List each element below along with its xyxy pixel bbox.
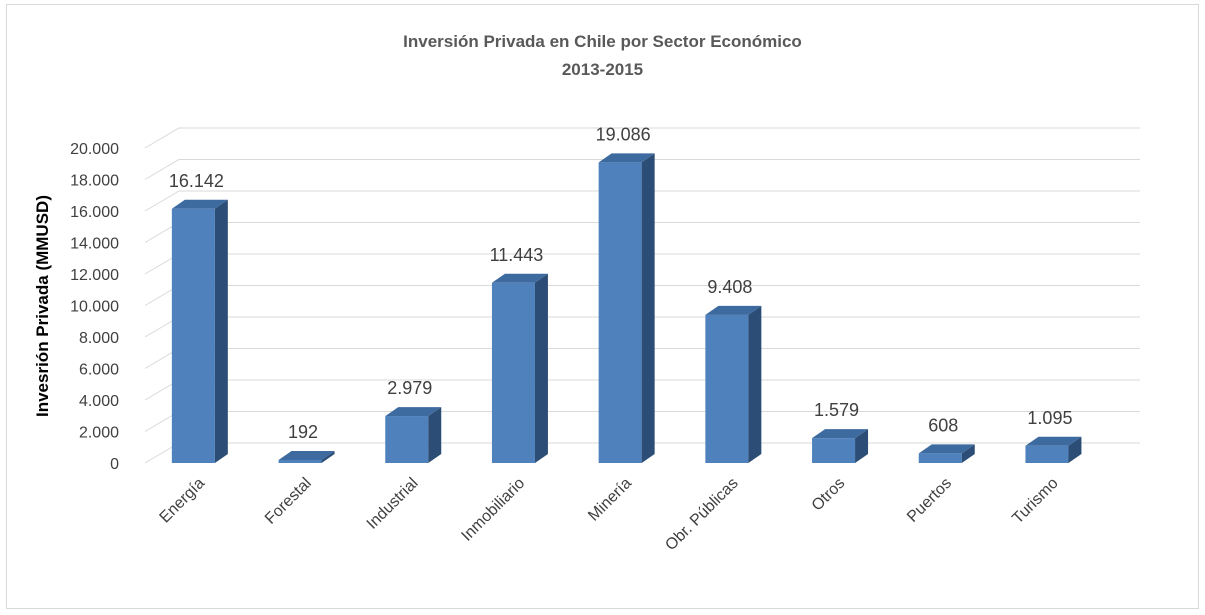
y-tick-label: 14.000 <box>70 236 119 253</box>
bar-front <box>598 162 642 463</box>
bar-side <box>961 444 975 463</box>
bar-top <box>705 305 762 315</box>
bars <box>171 153 1082 464</box>
bar-industrial <box>385 407 442 463</box>
y-tick-label: 2.000 <box>79 425 119 442</box>
data-label: 192 <box>288 422 318 442</box>
bar-forestal <box>278 450 335 463</box>
bar-top <box>278 450 335 460</box>
data-label: 16.142 <box>169 171 224 191</box>
bar-front <box>171 208 215 463</box>
x-category-label: Puertos <box>904 475 955 526</box>
bar-front <box>1025 445 1069 463</box>
bar-obr-p-blicas <box>705 305 762 463</box>
bar-front <box>385 416 429 463</box>
x-category-label: Minería <box>585 475 635 525</box>
bar-side <box>641 153 655 463</box>
x-category-label: Forestal <box>262 475 315 528</box>
bar-puertos <box>918 444 975 463</box>
x-category-label: Turismo <box>1009 475 1062 528</box>
x-category-label: Obr. Públicas <box>662 475 741 554</box>
y-tick-label: 4.000 <box>79 393 119 410</box>
gridline <box>144 190 1140 212</box>
y-tick-label: 18.000 <box>70 173 119 190</box>
x-category-label: Inmobiliario <box>458 475 528 545</box>
y-tick-label: 0 <box>110 456 119 473</box>
y-tick-label: 8.000 <box>79 330 119 347</box>
y-tick-label: 10.000 <box>70 299 119 316</box>
bar-front <box>918 453 962 463</box>
bar-side <box>855 429 869 463</box>
data-label: 11.443 <box>490 245 544 265</box>
gridline <box>144 159 1140 180</box>
y-tick-label: 6.000 <box>79 362 119 379</box>
bar-front <box>278 459 322 463</box>
bar-miner-a <box>598 153 655 463</box>
bar-front <box>705 314 749 463</box>
data-label: 1.579 <box>814 400 859 420</box>
data-labels: 16.142 192 2.979 11.443 19.086 9.408 1.579 608 1… <box>169 124 1073 442</box>
bar-top <box>598 153 655 163</box>
bar-energ-a <box>171 199 228 464</box>
bar-front <box>491 282 535 463</box>
y-tick-label: 12.000 <box>70 267 119 284</box>
y-axis-label: Invesrión Privada (MMUSD) <box>33 195 52 417</box>
bar-side <box>428 407 442 463</box>
data-label: 9.408 <box>707 277 752 297</box>
data-label: 19.086 <box>596 124 651 144</box>
bar-top <box>171 199 228 209</box>
x-category-label: Industrial <box>364 475 422 533</box>
chart-title: Inversión Privada en Chile por Sector Ec… <box>403 32 802 51</box>
bar-side <box>748 305 762 463</box>
y-tick-label: 16.000 <box>70 204 119 221</box>
y-tick-label: 20.000 <box>70 141 119 158</box>
bar-front <box>812 438 856 463</box>
gridline <box>144 127 1140 149</box>
x-axis-categories: Energía Forestal Industrial Inmobiliario Min… <box>157 475 1062 554</box>
bar-top <box>385 407 442 417</box>
x-category-label: Otros <box>809 475 849 515</box>
bar-side <box>1068 436 1082 463</box>
bar-otros <box>812 429 869 463</box>
bar-top <box>812 429 869 439</box>
bar-side <box>321 450 335 463</box>
bar-side <box>214 199 228 464</box>
y-axis-ticks: 0 2.000 4.000 6.000 8.000 10.000 12.000 14.000 1… <box>70 141 119 473</box>
data-label: 2.979 <box>387 378 432 398</box>
bar-top <box>918 444 975 454</box>
bar-inmobiliario <box>491 273 548 463</box>
bar-top <box>1025 436 1082 446</box>
data-label: 1.095 <box>1027 408 1072 428</box>
bar-top <box>491 273 548 283</box>
bar-turismo <box>1025 436 1082 463</box>
data-label: 608 <box>928 415 958 435</box>
x-category-label: Energía <box>157 475 209 527</box>
bar-side <box>534 273 548 463</box>
chart-subtitle: 2013-2015 <box>561 60 644 79</box>
